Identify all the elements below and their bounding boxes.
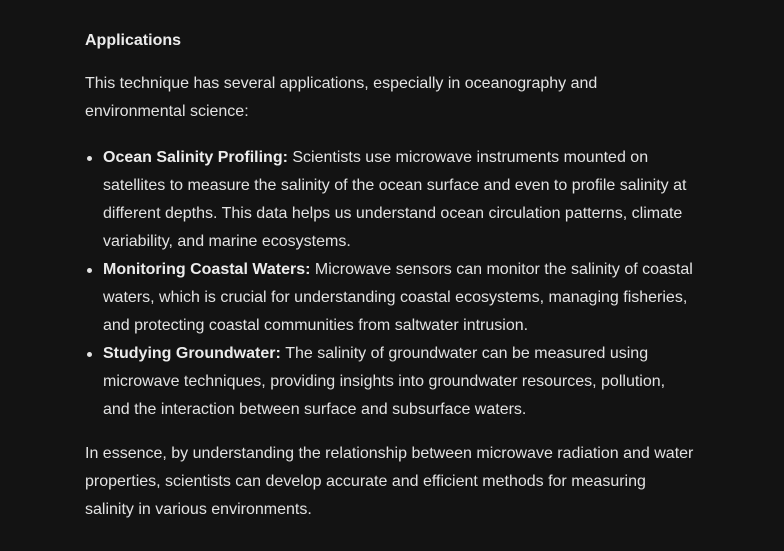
intro-paragraph: This technique has several applications,… [85, 75, 598, 120]
response-content: Applications This technique has several … [85, 32, 695, 518]
list-item: Monitoring Coastal Waters: Microwave sen… [85, 256, 695, 340]
bullet-dot-icon [87, 156, 92, 161]
conclusion-paragraph: In essence, by understanding the relatio… [85, 445, 694, 518]
list-item-text: Scientists use microwave instruments mou… [103, 149, 687, 250]
list-item-term: Monitoring Coastal Waters: [103, 261, 315, 278]
list-item-text: Microwave sensors can monitor the salini… [103, 261, 693, 334]
list-item-term: Studying Groundwater: [103, 345, 286, 362]
bullet-dot-icon [87, 268, 92, 273]
list-item: Studying Groundwater: The salinity of gr… [85, 340, 695, 424]
bullet-dot-icon [87, 352, 92, 357]
list-item: Ocean Salinity Profiling: Scientists use… [85, 144, 695, 256]
list-item-text: The salinity of groundwater can be measu… [103, 345, 666, 418]
list-item-term: Ocean Salinity Profiling: [103, 149, 293, 166]
applications-list: Ocean Salinity Profiling: Scientists use… [85, 144, 695, 424]
section-heading: Applications [85, 32, 182, 49]
